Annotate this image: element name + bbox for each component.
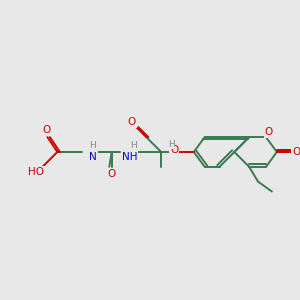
Text: O: O <box>108 169 116 179</box>
Text: HO: HO <box>28 167 43 177</box>
Text: O: O <box>42 125 51 135</box>
Text: H: H <box>168 140 174 148</box>
Text: H: H <box>130 141 137 150</box>
Text: O: O <box>128 117 136 127</box>
Text: N: N <box>89 152 97 162</box>
Text: O: O <box>292 147 300 157</box>
Text: NH: NH <box>122 152 137 162</box>
Text: O: O <box>265 127 273 137</box>
Text: H: H <box>90 141 96 150</box>
Text: O: O <box>170 145 178 155</box>
